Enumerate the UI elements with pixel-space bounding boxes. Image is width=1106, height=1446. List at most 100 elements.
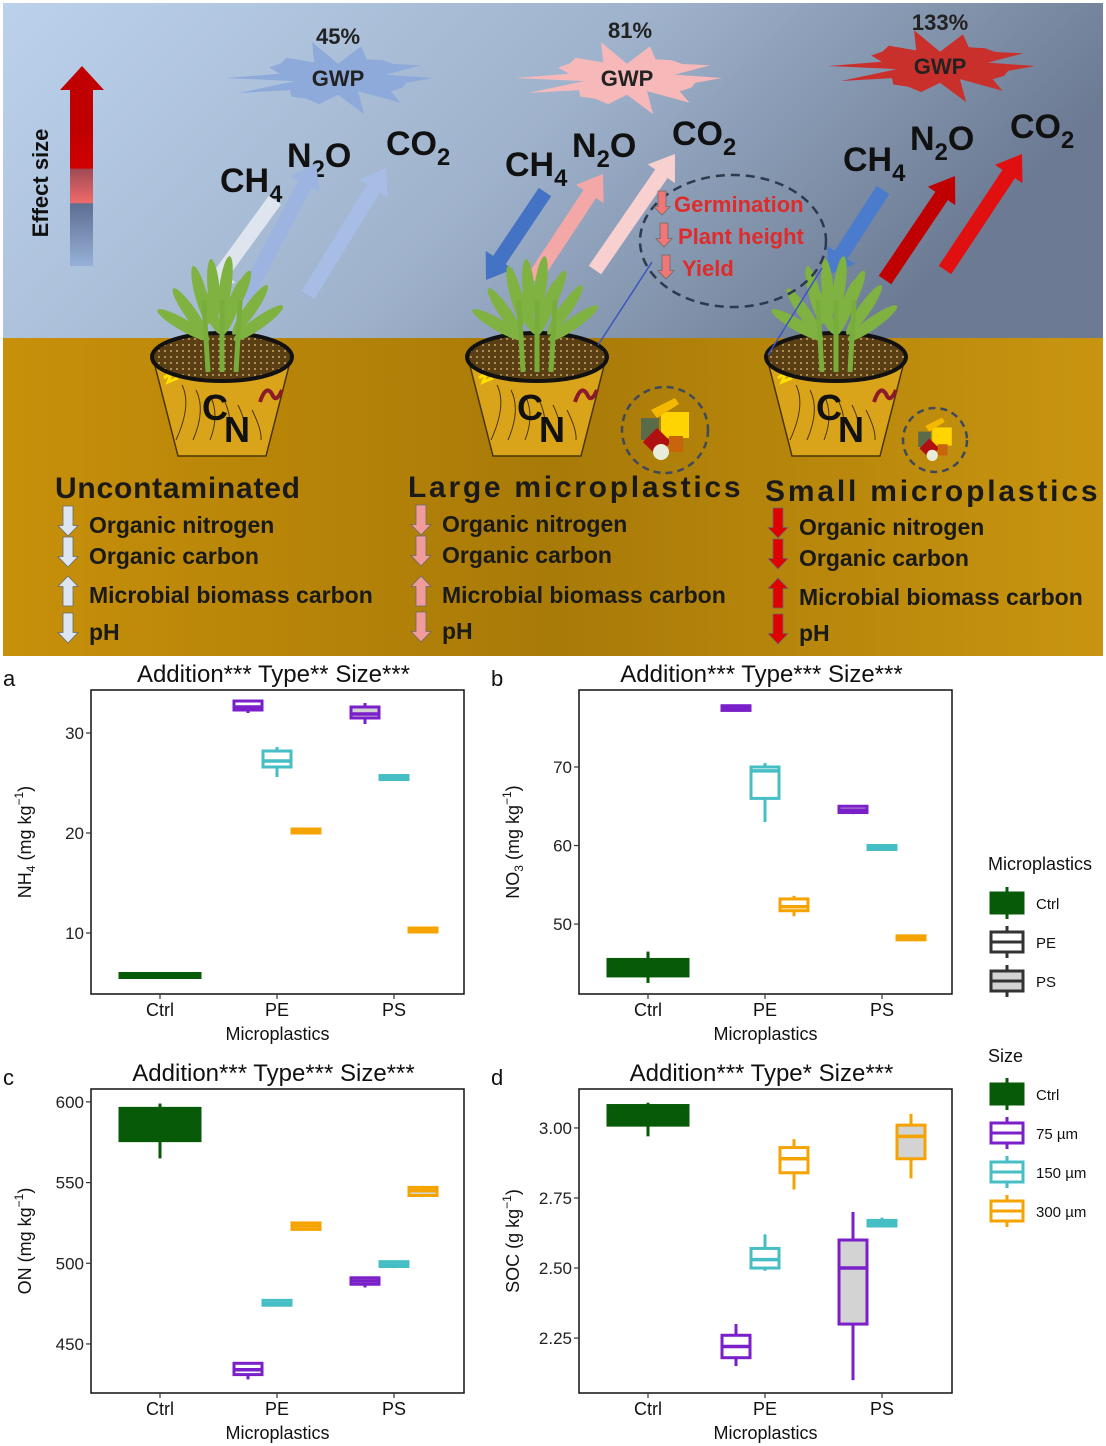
effect-size-bar xyxy=(70,128,93,266)
root-line xyxy=(823,394,830,441)
microplastic-particles-icon xyxy=(620,385,710,475)
root-line xyxy=(223,399,231,441)
stem xyxy=(233,299,243,373)
box-ps-300um xyxy=(407,1185,439,1198)
stem xyxy=(815,299,825,373)
box-pe-300um xyxy=(778,895,810,917)
legend-key-300um xyxy=(989,1195,1025,1227)
y-tick-label: 30 xyxy=(65,724,84,743)
panel-title: Addition*** Type*** Size*** xyxy=(620,661,902,688)
arrow-down-icon xyxy=(767,538,789,570)
gas-label-n2o: N2O xyxy=(572,127,636,173)
soil-property-label: Organic nitrogen xyxy=(799,514,984,540)
box-pe-75um xyxy=(720,1324,752,1367)
legend-microplastics: Microplastics Ctrl PE PS xyxy=(988,854,1092,997)
arrow-down-icon xyxy=(57,612,79,644)
root-line xyxy=(837,399,845,441)
soil-property-label: pH xyxy=(442,618,473,644)
plant-effect-label: Germination xyxy=(674,192,804,217)
earthworm-icon xyxy=(478,367,494,385)
x-tick-label: Ctrl xyxy=(634,1000,662,1020)
box-ps-150um xyxy=(866,843,898,851)
x-tick-label: PE xyxy=(265,1000,289,1020)
soil-property-label: Organic carbon xyxy=(89,543,259,569)
carbon-letter: C xyxy=(816,387,842,428)
gas-label-co2: CO2 xyxy=(1010,108,1074,154)
box-pe-150um xyxy=(749,763,781,822)
particle xyxy=(932,427,952,446)
plot-area xyxy=(90,689,465,995)
leaf xyxy=(233,305,284,342)
box-ps-75um xyxy=(349,1276,381,1288)
arrow-down-icon xyxy=(410,611,432,643)
legend-title: Microplastics xyxy=(988,854,1092,874)
arrow-up-icon xyxy=(767,577,789,609)
scenario-title: Uncontaminated xyxy=(55,472,300,505)
root-line xyxy=(566,409,577,441)
y-tick-label: 2.50 xyxy=(539,1259,572,1278)
plant-effect-label: Plant height xyxy=(678,224,805,249)
particle xyxy=(926,449,938,461)
particle xyxy=(661,412,689,438)
x-tick-label: PS xyxy=(870,1399,894,1419)
gas-label-co2: CO2 xyxy=(386,125,450,171)
leaf xyxy=(535,278,560,336)
x-tick-label: PS xyxy=(382,1399,406,1419)
box-pe-150um xyxy=(261,1298,293,1307)
leaf xyxy=(487,288,524,338)
x-tick-label: PE xyxy=(753,1399,777,1419)
earthworm-icon xyxy=(573,388,599,403)
earthworm-icon xyxy=(777,367,793,385)
root-line xyxy=(490,384,502,441)
legend-key-pe xyxy=(989,926,1025,958)
box-ctrl-ctrl xyxy=(118,1103,202,1159)
plot-area xyxy=(578,689,953,995)
panel-title: Addition*** Type*** Size*** xyxy=(132,1060,414,1087)
y-axis-label: SOC (g kg−1) xyxy=(500,1189,523,1293)
nitrogen-letter: N xyxy=(838,409,864,450)
y-tick-label: 20 xyxy=(65,824,84,843)
arrow-down-icon xyxy=(410,504,432,536)
stem xyxy=(516,299,526,373)
x-tick-label: PE xyxy=(265,1399,289,1419)
particle xyxy=(651,398,679,418)
soil-property-label: Organic carbon xyxy=(799,545,969,571)
effect-size-scale: Effect size xyxy=(28,66,104,266)
root-line xyxy=(865,409,876,441)
y-tick-label: 10 xyxy=(65,924,84,943)
y-tick-label: 2.25 xyxy=(539,1329,572,1348)
gwp-burst-icon xyxy=(226,42,433,115)
root-line xyxy=(538,399,546,441)
arrow-down-icon xyxy=(57,505,79,537)
legend-label: Ctrl xyxy=(1036,1087,1059,1104)
particle xyxy=(653,444,669,460)
leaf xyxy=(771,309,824,341)
gwp-percent: 133% xyxy=(912,10,968,35)
box-pe-300um xyxy=(290,827,322,835)
arrow-down-icon xyxy=(655,222,673,248)
legend-key-ctrl xyxy=(989,887,1025,919)
soil-property-label: Microbial biomass carbon xyxy=(799,584,1083,610)
legend-label: 150 µm xyxy=(1036,1165,1086,1182)
arrow-down-icon xyxy=(657,254,675,280)
panel-letter: a xyxy=(3,666,16,691)
flux-arrow-ch4-down xyxy=(827,185,890,275)
box-ctrl-ctrl xyxy=(118,972,202,979)
y-axis-label: NO3 (mg kg−1) xyxy=(500,785,526,898)
panel-c: c Addition*** Type*** Size*** 450 500 550 600… xyxy=(3,1060,465,1443)
flux-arrow-co2-up xyxy=(938,154,1023,275)
plant-icon xyxy=(771,256,898,373)
x-tick-label: PE xyxy=(753,1000,777,1020)
y-tick-label: 450 xyxy=(56,1335,84,1354)
legend-size: Size Ctrl 75 µm 150 µm 300 µm xyxy=(988,1046,1086,1227)
panel-b: b Addition*** Type*** Size*** 50 60 70 Ctrl PE… xyxy=(491,661,953,1044)
legend: Microplastics Ctrl PE PS Size Ctrl 75 µm 150 µm… xyxy=(988,854,1092,1227)
flux-arrow-n2o-up xyxy=(878,176,956,285)
earthworm-icon xyxy=(163,367,179,385)
soil-property-label: Organic nitrogen xyxy=(89,512,274,538)
plant-icon xyxy=(157,256,284,373)
arrow-down-icon xyxy=(767,613,789,645)
